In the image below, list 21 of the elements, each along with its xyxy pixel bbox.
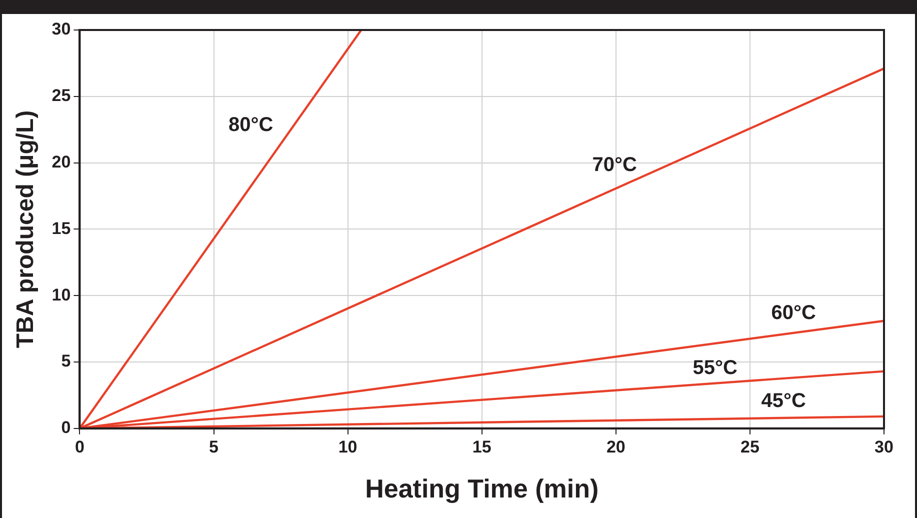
y-tick-label: 30 <box>52 20 71 39</box>
x-tick-label: 0 <box>74 437 84 456</box>
series-label: 80°C <box>228 114 274 136</box>
x-tick-label: 5 <box>209 437 218 456</box>
y-axis-title: TBA produced (μg/L) <box>12 110 40 348</box>
y-tick-label: 20 <box>52 152 71 172</box>
x-tick-label: 30 <box>874 437 894 456</box>
x-tick-label: 15 <box>472 437 492 456</box>
y-tick-label: 5 <box>61 352 71 371</box>
series-label: 70°C <box>592 154 637 176</box>
series-label: 60°C <box>771 302 816 324</box>
y-tick-label: 15 <box>52 218 71 238</box>
y-tick-label: 0 <box>61 418 71 438</box>
y-tick-label: 25 <box>52 86 71 106</box>
x-tick-label: 20 <box>606 437 626 456</box>
series-label: 55°C <box>692 357 738 380</box>
x-tick-label: 10 <box>338 437 358 456</box>
x-tick-label: 25 <box>740 437 760 456</box>
series-label: 45°C <box>761 390 806 412</box>
y-tick-label: 10 <box>52 285 71 304</box>
x-axis-title: Heating Time (min) <box>365 474 599 504</box>
